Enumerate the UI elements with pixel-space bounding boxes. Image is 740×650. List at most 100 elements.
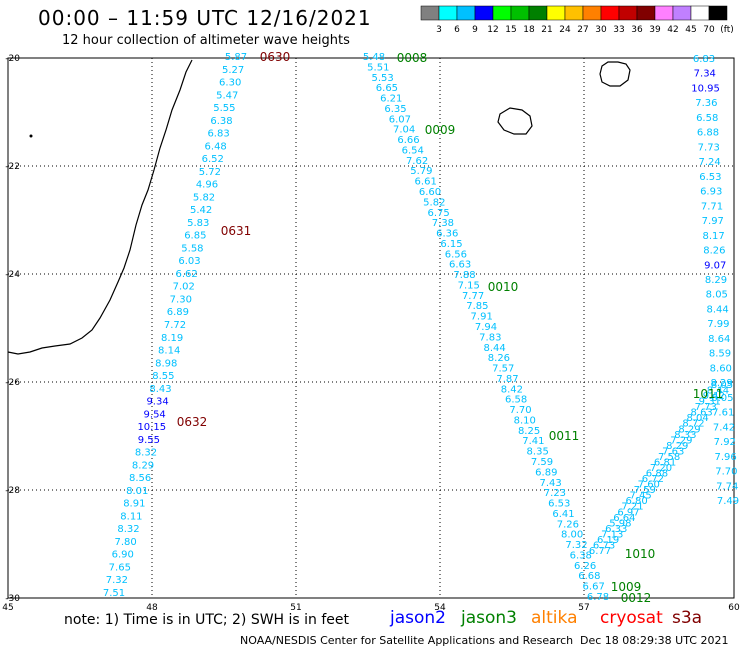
pass-label: 0010: [488, 280, 519, 294]
wave-height-track-d: 7.99: [707, 319, 729, 330]
pass-label: 0631: [221, 224, 252, 238]
wave-height-track-a: 9.55: [138, 435, 160, 446]
madagascar-coast: [7, 59, 193, 355]
wave-height-track-b: 7.59: [531, 457, 553, 468]
x-tick-label: 57: [578, 603, 589, 613]
wave-height-track-b: 6.78: [587, 592, 609, 603]
wave-height-track-b: 6.67: [583, 582, 605, 593]
pass-label: 0008: [397, 51, 428, 65]
wave-height-track-a: 6.03: [178, 256, 200, 267]
y-tick-label: -28: [5, 486, 20, 496]
wave-height-track-a: 8.32: [117, 524, 139, 535]
wave-height-track-b: 7.15: [458, 280, 480, 291]
wave-height-track-a: 8.19: [161, 333, 183, 344]
wave-height-track-d: 6.53: [699, 172, 721, 183]
wave-height-track-a: 8.55: [152, 371, 174, 382]
wave-height-track-a: 6.83: [207, 129, 229, 140]
wave-height-track-b: 7.41: [522, 436, 544, 447]
wave-height-track-b: 7.38: [432, 218, 454, 229]
wave-height-track-a: 5.72: [199, 167, 221, 178]
legend-s3a: s3a: [672, 608, 703, 628]
wave-height-track-b: 8.42: [501, 384, 523, 395]
scale-label: 18: [523, 25, 535, 35]
wave-height-track-d: 7.42: [713, 422, 735, 433]
scale-label: 3: [436, 25, 442, 35]
wave-height-track-b: 6.35: [384, 104, 406, 115]
wave-height-track-c: 7.58: [658, 452, 680, 463]
wave-height-track-b: 7.85: [466, 301, 488, 312]
wave-height-track-b: 6.26: [574, 561, 596, 572]
lat-lon-grid: [8, 58, 734, 598]
wave-height-track-b: 6.54: [402, 145, 424, 156]
wave-height-track-b: 6.36: [436, 229, 458, 240]
wave-height-track-b: 7.26: [557, 519, 579, 530]
pass-label: 0632: [177, 415, 208, 429]
pass-label: 0012: [621, 591, 652, 605]
wave-height-track-d: 6.93: [700, 187, 722, 198]
wave-height-track-a: 8.14: [158, 346, 180, 357]
wave-height-track-b: 5.79: [410, 166, 432, 177]
page-title: 00:00 – 11:59 UTC 12/16/2021: [38, 6, 372, 30]
islet: [29, 134, 33, 138]
wave-height-track-d: 6.83: [693, 54, 715, 65]
x-tick-label: 60: [728, 603, 740, 613]
scale-label: 12: [487, 25, 498, 35]
wave-height-track-a: 8.98: [155, 358, 177, 369]
wave-height-track-b: 8.44: [483, 343, 505, 354]
wave-height-track-b: 8.10: [514, 415, 536, 426]
wave-height-track-a: 8.11: [120, 511, 142, 522]
wave-height-track-d: 8.60: [710, 363, 732, 374]
wave-height-track-c: 7.20: [650, 463, 672, 474]
wave-height-track-a: 7.72: [164, 320, 186, 331]
wave-height-track-d: 8.59: [709, 349, 731, 360]
x-tick-label: 48: [146, 603, 158, 613]
wave-height-track-d: 9.07: [704, 260, 726, 271]
wave-height-track-c: 8.63: [691, 408, 713, 419]
wave-height-track-c: 8.04: [686, 413, 708, 424]
scale-label: 36: [631, 25, 643, 35]
wave-height-track-a: 4.96: [196, 180, 218, 191]
scale-label: 39: [649, 25, 661, 35]
wave-height-track-c: 7.63: [662, 446, 684, 457]
wave-height-track-a: 5.27: [222, 65, 244, 76]
scale-label: 45: [685, 25, 696, 35]
wave-height-track-d: 6.88: [697, 128, 719, 139]
wave-height-track-c: 7.73: [695, 402, 717, 413]
wave-height-track-d: 8.44: [706, 304, 728, 315]
wave-height-track-b: 6.66: [397, 135, 419, 146]
wave-height-track-a: 6.85: [184, 231, 206, 242]
scale-swatch: [618, 5, 638, 21]
wave-height-track-a: 6.48: [205, 141, 227, 152]
wave-height-track-b: 7.62: [406, 156, 428, 167]
wave-height-track-b: 6.65: [376, 83, 398, 94]
wave-height-track-c: 8.72: [682, 419, 704, 430]
scale-swatch: [690, 5, 710, 21]
mauritius-coast: [599, 61, 631, 87]
color-scale-legend: 3 6 9 12 15 18 21 24 27 30 33 36 39 42 45 70 (ft): [420, 5, 734, 35]
wave-height-track-d: 8.05: [706, 290, 728, 301]
scale-label: 21: [541, 25, 552, 35]
wave-height-track-a: 6.52: [202, 154, 224, 165]
wave-height-track-a: 5.87: [225, 52, 247, 63]
legend-cryosat: cryosat: [600, 608, 663, 628]
wave-height-track-b: 5.53: [371, 73, 393, 84]
wave-height-track-b: 7.43: [539, 478, 561, 489]
wave-height-track-d: 7.96: [714, 452, 736, 463]
wave-height-track-d: 7.24: [698, 157, 720, 168]
wave-height-track-d: 10.95: [691, 83, 720, 94]
wave-height-track-a: 8.29: [132, 460, 154, 471]
scale-swatch: [456, 5, 476, 21]
wave-height-track-d: 7.74: [716, 481, 738, 492]
wave-height-track-c: 6.33: [605, 524, 627, 535]
wave-height-track-b: 7.04: [393, 125, 415, 136]
pass-labels: 0630 0631 0632 0008 0009 0010 0011 1010 10090012…: [177, 50, 724, 605]
wave-height-track-a: 10.15: [137, 422, 166, 433]
pass-label: 1011: [693, 387, 724, 401]
wave-height-track-d: 6.58: [696, 113, 718, 124]
wave-height-track-b: 5.48: [363, 52, 385, 63]
wave-height-track-a: 8.56: [129, 473, 151, 484]
pass-label: 0009: [425, 123, 456, 137]
wave-height-track-d: 7.97: [702, 216, 724, 227]
satellite-tracks: 5.875.276.305.475.556.386.836.486.525.72…: [103, 52, 739, 603]
